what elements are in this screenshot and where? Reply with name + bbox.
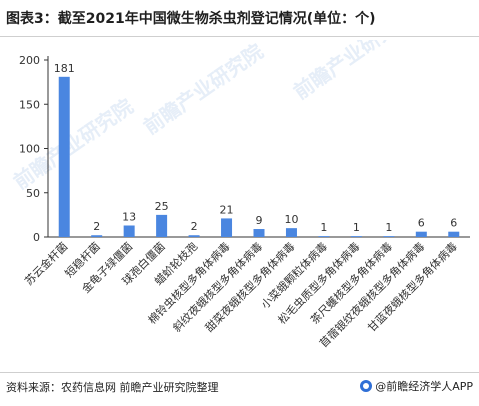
data-label: 2 (93, 220, 100, 233)
data-label: 2 (191, 220, 198, 233)
bar (253, 229, 265, 237)
y-tick-label: 150 (19, 98, 40, 111)
y-tick-label: 50 (26, 187, 40, 200)
x-tick-label: 苏云金杆菌 (22, 239, 71, 288)
brand-logo-icon (360, 380, 373, 392)
data-label: 1 (385, 221, 392, 234)
data-label: 9 (256, 214, 263, 227)
footer-divider (0, 372, 479, 373)
bar (123, 225, 135, 237)
y-tick-label: 100 (19, 143, 40, 156)
bar (91, 235, 103, 237)
data-label: 6 (418, 217, 425, 230)
bar (156, 214, 168, 237)
y-tick-label: 200 (19, 54, 40, 67)
bar (58, 76, 70, 237)
data-label: 1 (353, 221, 360, 234)
data-label: 181 (54, 62, 75, 75)
data-label: 1 (320, 221, 327, 234)
watermark-text: 前瞻产业研究院 (289, 40, 417, 104)
bar (448, 231, 460, 237)
brand-label: @前瞻经济学人APP (375, 380, 473, 393)
chart-title: 图表3：截至2021年中国微生物杀虫剂登记情况(单位：个) (6, 11, 376, 27)
bar (318, 236, 330, 237)
bar (383, 236, 395, 237)
brand-footer: @前瞻经济学人APP (360, 378, 473, 394)
bar (221, 218, 233, 237)
source-note: 资料来源：农药信息网 前瞻产业研究院整理 (6, 381, 219, 394)
data-label: 25 (155, 200, 169, 213)
data-label: 10 (284, 213, 298, 226)
bar (285, 228, 297, 237)
data-label: 13 (122, 210, 136, 223)
data-label: 6 (450, 217, 457, 230)
data-label: 21 (220, 203, 234, 216)
title-divider (0, 36, 479, 37)
y-tick-label: 0 (33, 231, 40, 244)
bar-chart: 前瞻产业研究院 前瞻产业研究院前瞻产业研究院050100150200181苏云金杆… (9, 40, 470, 350)
bar (415, 231, 427, 237)
bar (188, 235, 200, 237)
watermark-text: 前瞻产业研究院 (139, 40, 267, 139)
bar (350, 236, 362, 237)
